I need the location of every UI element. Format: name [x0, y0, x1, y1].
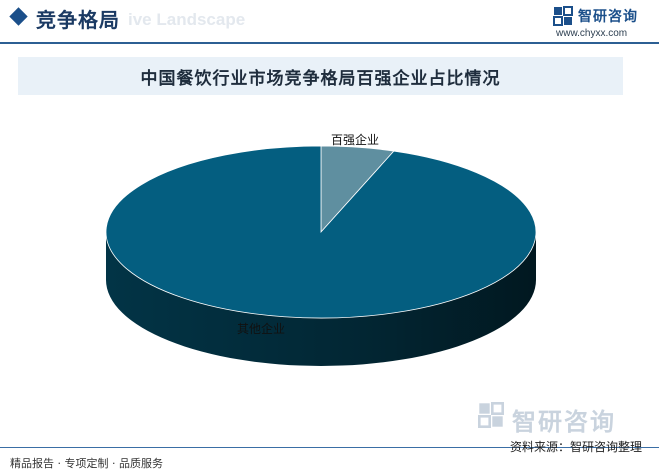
brand-name: 智研咨询	[578, 9, 638, 25]
footer-brand-watermark: 智研咨询	[512, 408, 616, 436]
footer-tagline: 精品报告 · 专项定制 · 品质服务	[10, 457, 163, 470]
header-divider	[0, 42, 659, 44]
chart-title: 中国餐饮行业市场竞争格局百强企业占比情况	[140, 68, 501, 89]
chart-title-band: 中国餐饮行业市场竞争格局百强企业占比情况	[18, 57, 623, 95]
section-subtitle: ive Landscape	[128, 10, 246, 29]
slice-label-1: 其他企业	[237, 321, 285, 336]
pie-slice-1[interactable]	[105, 145, 537, 319]
pie-side-wall	[106, 232, 536, 366]
brand-url[interactable]: www.chyxx.com	[556, 28, 628, 39]
section-title: 竞争格局	[36, 8, 120, 32]
footer-logo-icon	[478, 402, 504, 428]
footer-divider	[0, 447, 659, 448]
source-note: 资料来源：智研咨询整理	[510, 440, 643, 454]
diamond-icon	[9, 7, 28, 26]
slice-label-0: 百强企业	[331, 132, 379, 147]
brand-logo-icon	[553, 6, 573, 26]
page-header: 竞争格局 ive Landscape 智研咨询 www.chyxx.com	[0, 0, 659, 44]
